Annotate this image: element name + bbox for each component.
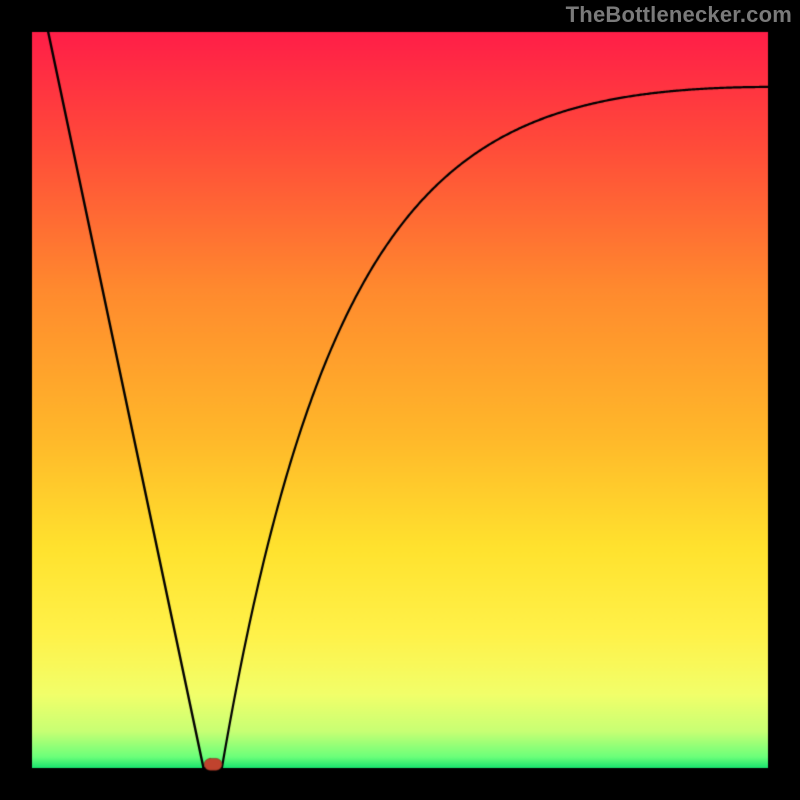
bottleneck-chart-canvas bbox=[0, 0, 800, 800]
chart-frame: TheBottlenecker.com bbox=[0, 0, 800, 800]
chart-canvas-wrap bbox=[0, 0, 800, 800]
